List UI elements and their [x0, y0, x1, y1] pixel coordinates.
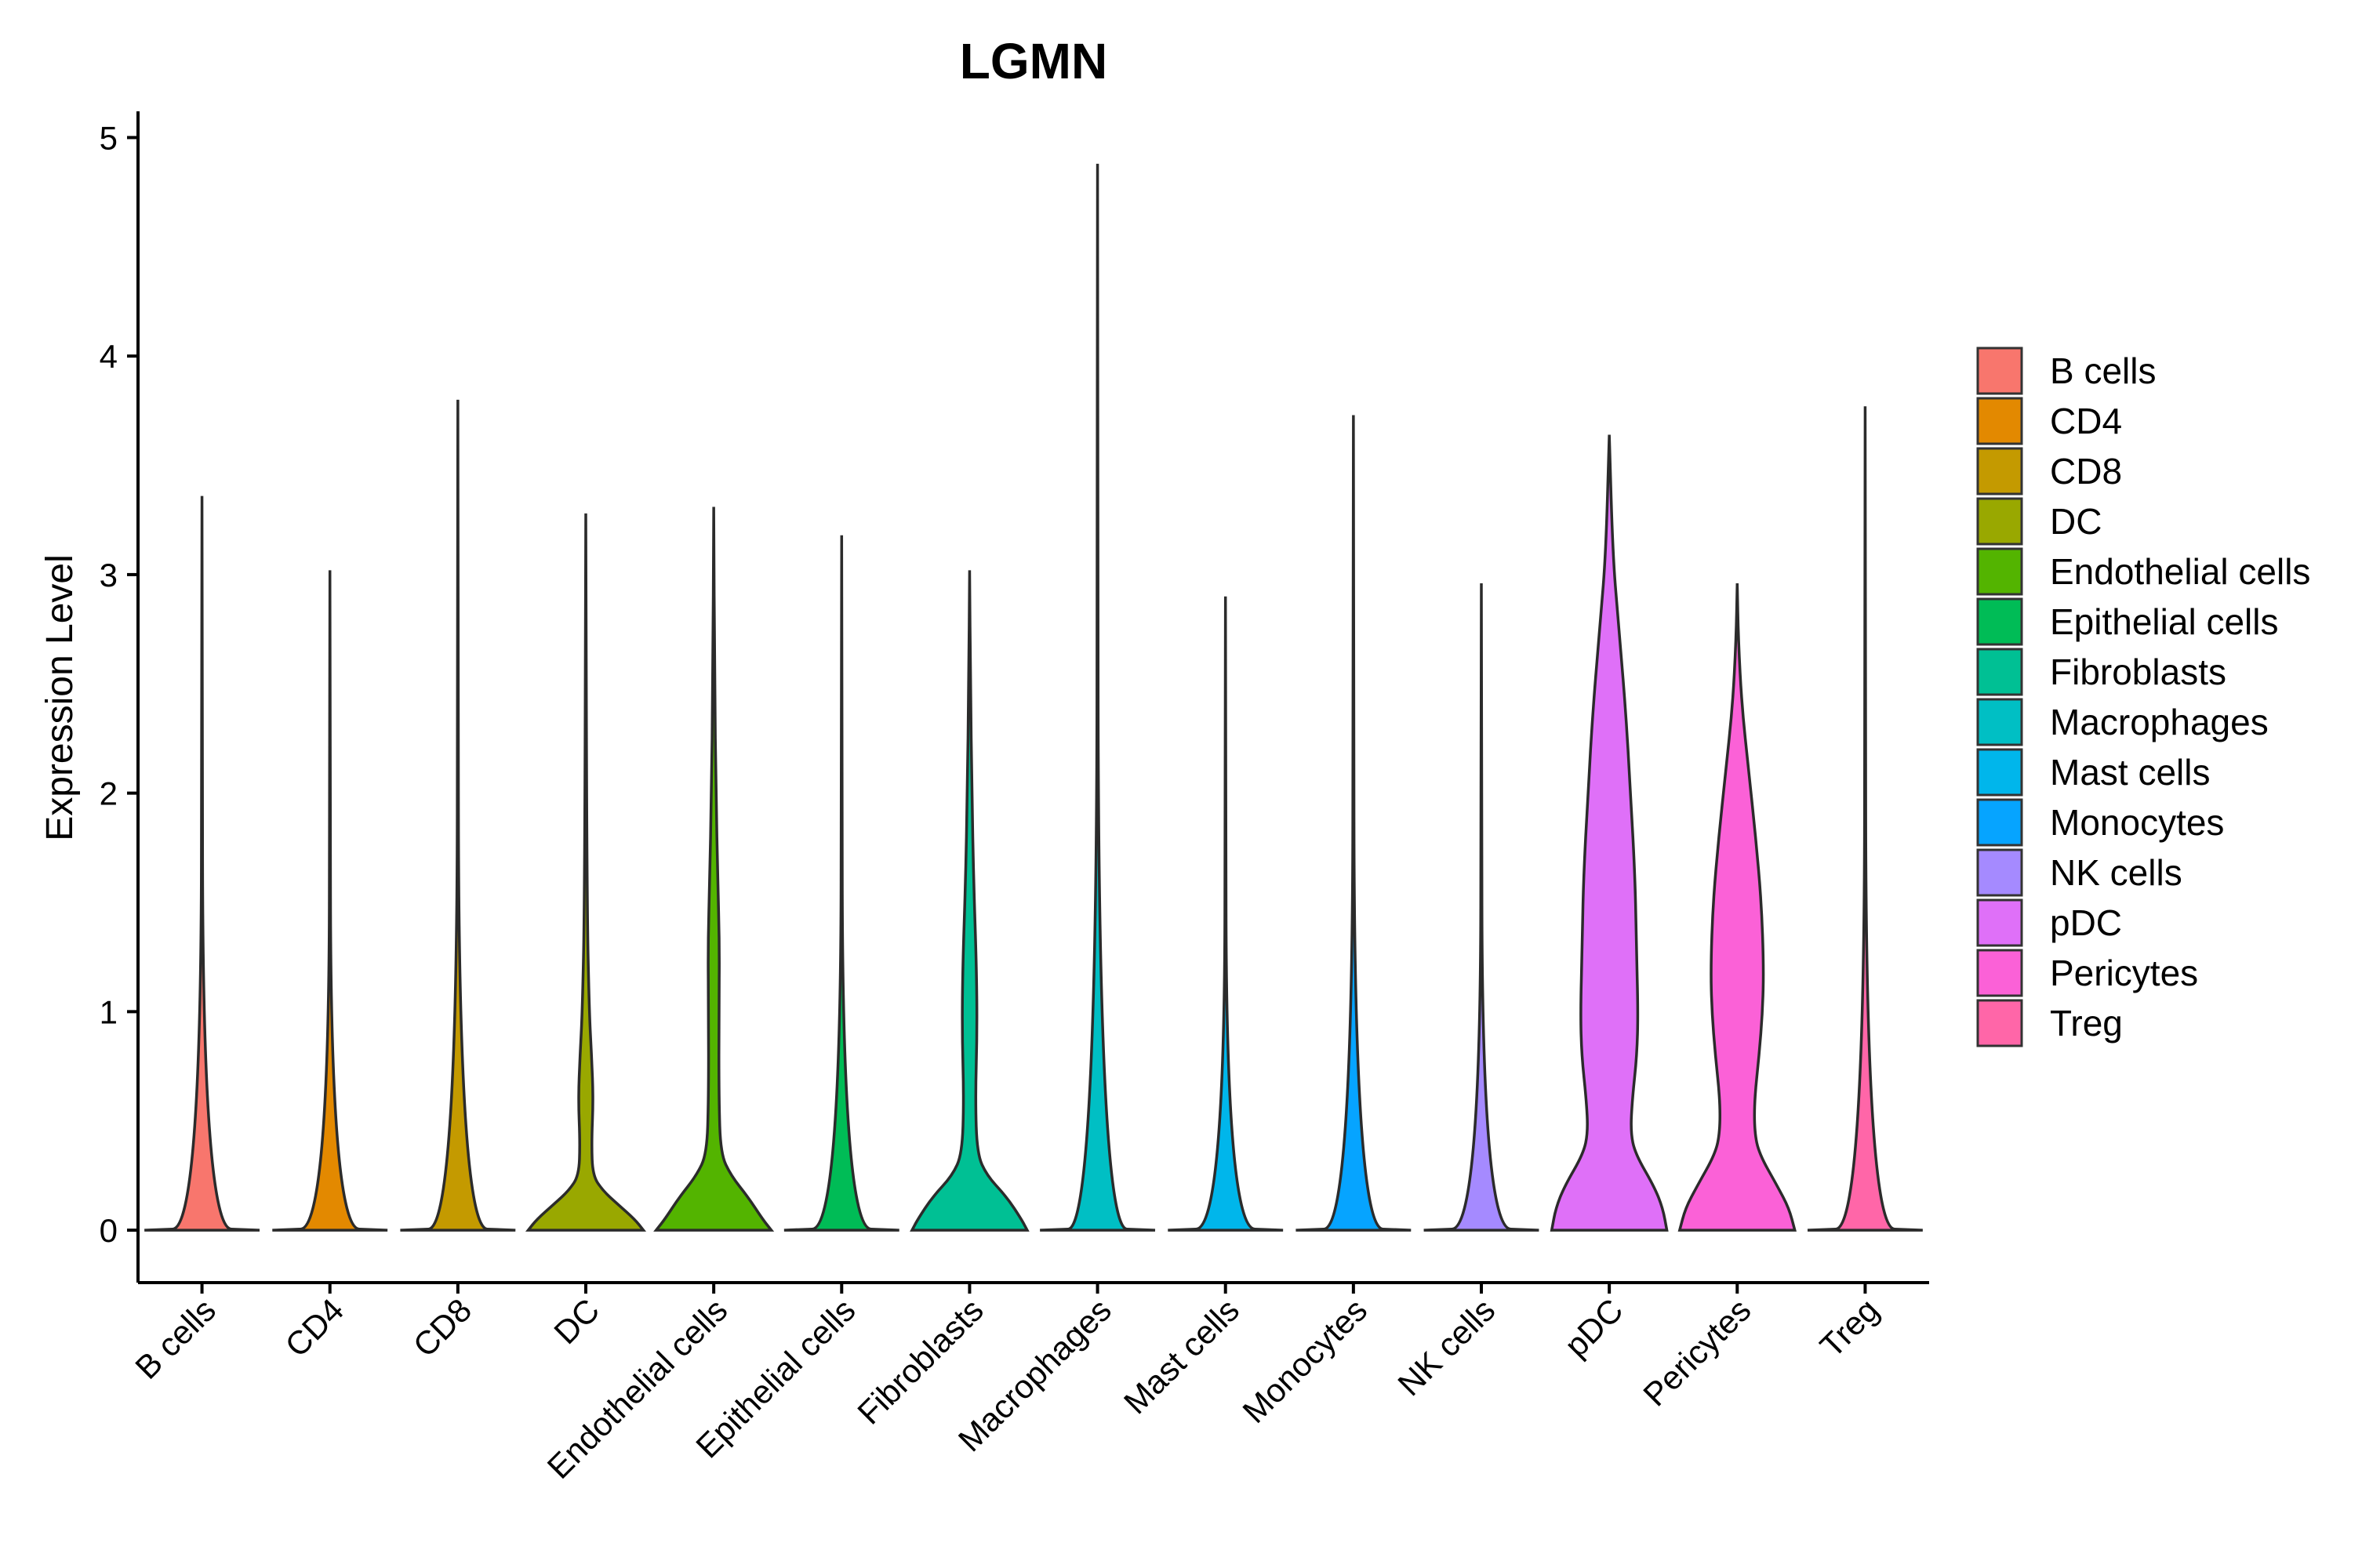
x-tick-label: Pericytes	[1636, 1291, 1757, 1413]
legend-swatch	[1976, 597, 2023, 646]
violin-fibroblasts	[910, 570, 1030, 1232]
violin-treg	[1807, 406, 1923, 1232]
legend-swatch	[1976, 848, 2023, 897]
x-tick-label: DC	[547, 1291, 606, 1351]
legend-label: pDC	[2050, 902, 2122, 943]
y-tick-label: 2	[100, 775, 118, 812]
x-tick-label: Monocytes	[1235, 1291, 1374, 1430]
violin-cd8	[400, 399, 516, 1232]
y-tick-label: 1	[100, 993, 118, 1030]
legend-swatch	[1976, 748, 2023, 797]
x-tick-label: B cells	[128, 1291, 223, 1386]
chart-title: LGMN	[960, 33, 1107, 89]
y-tick-label: 4	[100, 338, 118, 375]
legend-swatch	[1976, 447, 2023, 495]
x-tick-label: pDC	[1557, 1291, 1630, 1364]
legend-swatch	[1976, 497, 2023, 546]
legend-label: NK cells	[2050, 852, 2182, 893]
legend-label: Epithelial cells	[2050, 601, 2278, 642]
violin-pericytes	[1677, 583, 1797, 1232]
violin-epithelial-cells	[783, 535, 899, 1232]
violin-mast-cells	[1168, 596, 1284, 1232]
x-tick-label: CD4	[278, 1291, 351, 1364]
x-tick-label: CD8	[406, 1291, 479, 1364]
legend-label: Macrophages	[2050, 702, 2269, 742]
violin-macrophages	[1040, 163, 1156, 1232]
legend-label: CD8	[2050, 451, 2122, 492]
legend-swatch	[1976, 949, 2023, 997]
violin-monocytes	[1295, 415, 1412, 1232]
legend-swatch	[1976, 999, 2023, 1047]
violin-pdc	[1550, 434, 1669, 1232]
legend-label: Fibroblasts	[2050, 652, 2226, 692]
legend-swatch	[1976, 898, 2023, 947]
violin-cd4	[272, 570, 388, 1232]
legend-label: Mast cells	[2050, 752, 2210, 793]
y-tick-label: 5	[100, 119, 118, 156]
violin-dc	[525, 513, 647, 1232]
legend-label: DC	[2050, 501, 2102, 542]
legend-swatch	[1976, 547, 2023, 596]
legend-swatch	[1976, 698, 2023, 746]
y-tick-label: 0	[100, 1212, 118, 1249]
violin-endothelial-cells	[653, 506, 775, 1232]
legend-swatch	[1976, 347, 2023, 395]
x-tick-label: Treg	[1813, 1291, 1886, 1364]
legend-swatch	[1976, 798, 2023, 847]
x-tick-label: Mast cells	[1117, 1291, 1246, 1421]
violin-group	[144, 163, 1923, 1232]
legend-label: Monocytes	[2050, 802, 2224, 843]
x-tick-label: Fibroblasts	[850, 1291, 990, 1431]
violin-nk-cells	[1423, 583, 1539, 1232]
legend-label: B cells	[2050, 350, 2156, 391]
legend: B cells CD4 CD8 DC Endothelial cells Epitheli…	[1976, 347, 2310, 1047]
legend-swatch	[1976, 648, 2023, 696]
violin-b-cells	[144, 495, 260, 1232]
legend-swatch	[1976, 397, 2023, 445]
y-tick-label: 3	[100, 557, 118, 593]
x-tick-label: NK cells	[1390, 1291, 1502, 1403]
y-axis-label: Expression Level	[39, 554, 81, 841]
legend-label: Pericytes	[2050, 953, 2198, 993]
legend-label: CD4	[2050, 401, 2122, 441]
legend-label: Endothelial cells	[2050, 551, 2310, 592]
legend-label: Treg	[2050, 1003, 2123, 1044]
